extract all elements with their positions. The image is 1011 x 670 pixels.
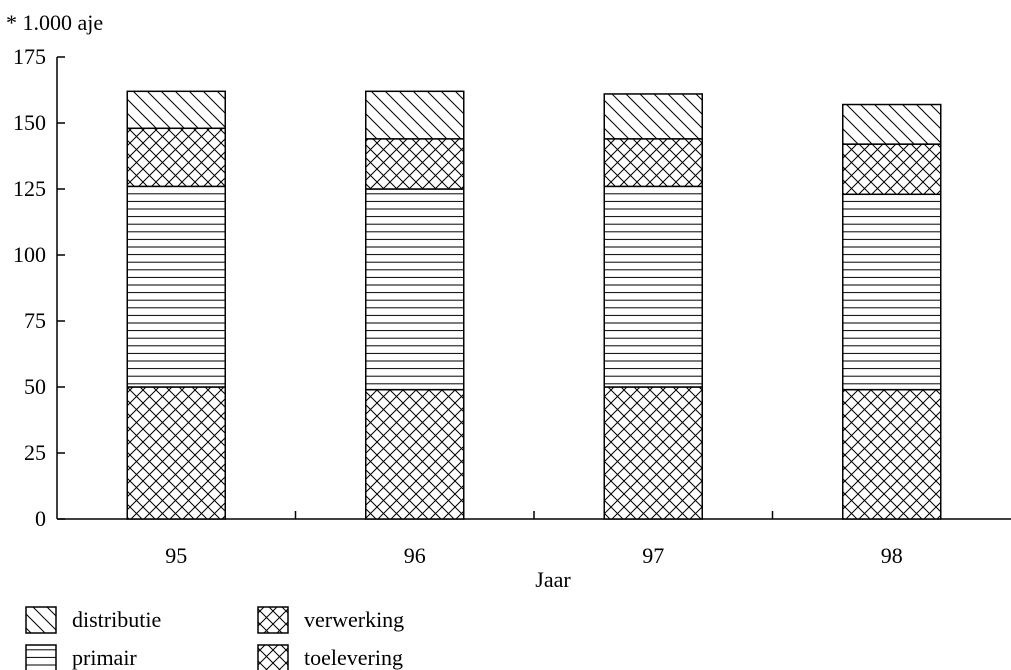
legend-swatch — [25, 606, 57, 634]
y-tick-label: 25 — [24, 440, 46, 465]
legend-item-verwerking: verwerking — [257, 606, 404, 634]
legend-label: primair — [72, 645, 137, 670]
bar-segment-distributie — [842, 103, 942, 145]
bar-segment-distributie — [126, 90, 226, 130]
legend-swatch — [257, 644, 289, 670]
y-tick-label: 100 — [13, 242, 46, 267]
legend-label: verwerking — [304, 607, 404, 632]
bar-segment-distributie — [365, 90, 465, 140]
y-tick-label: 125 — [13, 176, 46, 201]
bar-segment-primair — [365, 188, 465, 391]
legend-item-distributie: distributie — [25, 606, 161, 634]
bar-segment-toelevering — [365, 388, 465, 520]
legend-swatch — [257, 606, 289, 634]
x-tick-label: 97 — [642, 543, 664, 568]
legend-label: distributie — [72, 607, 161, 632]
y-tick-label: 0 — [35, 506, 46, 531]
bar-segment-distributie — [603, 93, 703, 140]
bar-segment-verwerking — [842, 143, 942, 196]
bar-segment-primair — [603, 185, 703, 388]
legend: distributie primair verwerking toelevering — [25, 606, 404, 670]
units-label: * 1.000 aje — [6, 10, 103, 35]
bar-segment-verwerking — [365, 138, 465, 190]
x-tick-label: 95 — [165, 543, 187, 568]
bar-segment-primair — [842, 193, 942, 391]
bar-segment-toelevering — [842, 388, 942, 520]
bar-segment-toelevering — [126, 386, 226, 520]
y-tick-label: 50 — [24, 374, 46, 399]
y-axis: 0 25 50 75 100 125 150 175 — [13, 44, 65, 531]
y-tick-label: 150 — [13, 110, 46, 135]
bar-segment-verwerking — [603, 138, 703, 188]
legend-item-primair: primair — [25, 644, 137, 670]
y-tick-label: 175 — [13, 44, 46, 69]
x-tick-label: 98 — [881, 543, 903, 568]
x-tick-label: 96 — [404, 543, 426, 568]
bar-segment-verwerking — [126, 127, 226, 188]
x-axis-label: Jaar — [535, 567, 571, 592]
legend-label: toelevering — [304, 645, 403, 670]
legend-item-toelevering: toelevering — [257, 644, 403, 670]
y-tick-label: 75 — [24, 308, 46, 333]
bars — [126, 90, 942, 520]
bar-segment-primair — [126, 185, 226, 388]
bar-segment-toelevering — [603, 386, 703, 520]
legend-swatch — [25, 644, 57, 670]
